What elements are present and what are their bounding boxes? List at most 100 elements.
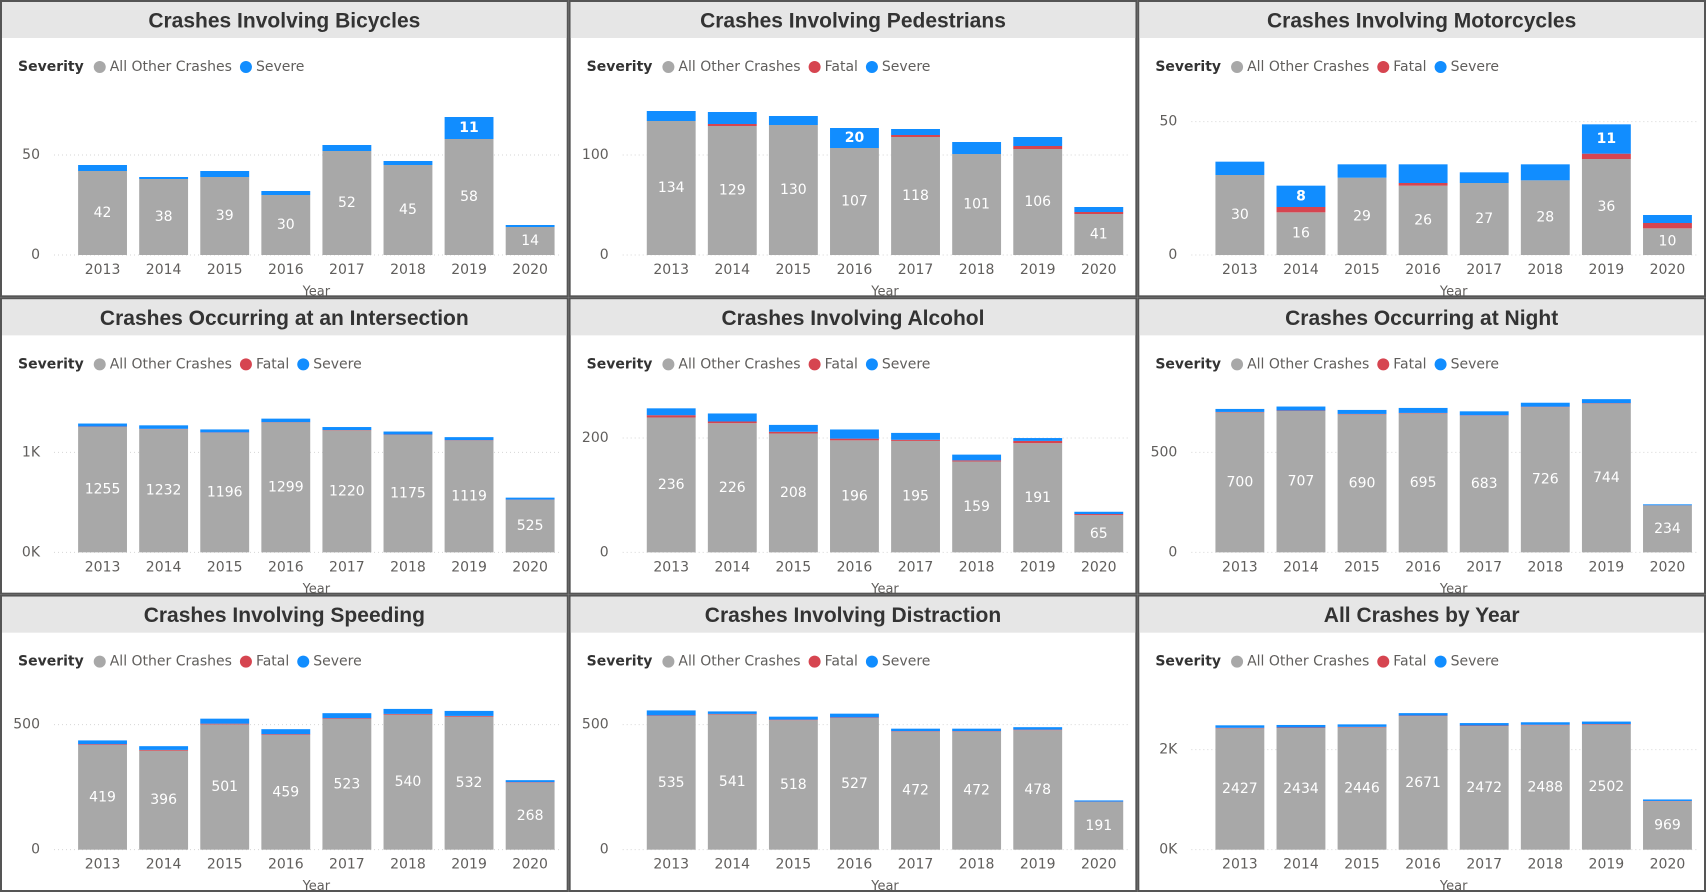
data-label: 969 xyxy=(1654,817,1681,833)
bar-segment xyxy=(383,161,433,165)
legend-swatch xyxy=(1231,655,1244,668)
y-tick-label: 500 xyxy=(1151,444,1178,460)
legend-title: Severity xyxy=(18,356,84,372)
bar-segment xyxy=(383,434,433,553)
bar-segment xyxy=(78,171,127,255)
legend-swatch xyxy=(239,61,252,73)
y-tick-label: 500 xyxy=(13,717,40,733)
y-tick-label: 0K xyxy=(22,544,41,560)
bar-segment xyxy=(1074,515,1124,553)
legend-label: Fatal xyxy=(1393,654,1426,670)
bar-segment xyxy=(1013,146,1063,149)
title-band xyxy=(1139,2,1704,38)
x-tick-label: 2013 xyxy=(85,857,121,873)
bar-segment xyxy=(444,716,494,850)
bar-segment xyxy=(78,744,127,850)
bar-segment xyxy=(1013,729,1063,731)
bar-segment xyxy=(444,437,494,441)
bar-segment xyxy=(646,121,696,255)
x-tick-label: 2017 xyxy=(1466,262,1502,278)
legend-swatch xyxy=(1434,655,1447,668)
legend-label: Severe xyxy=(313,356,361,372)
panel: Crashes Involving Bicycles Severity All Ot… xyxy=(0,0,569,300)
bar-segment xyxy=(505,225,555,227)
x-tick-label: 2016 xyxy=(1405,262,1441,278)
bar-segment xyxy=(1398,716,1448,850)
y-tick-label: 50 xyxy=(22,147,40,163)
bar-segment xyxy=(1074,214,1124,255)
bar-segment xyxy=(1643,504,1692,506)
bar-segment xyxy=(1459,723,1509,726)
data-label: 532 xyxy=(456,775,483,791)
legend-title: Severity xyxy=(587,356,653,372)
bar-segment xyxy=(1215,725,1265,728)
bar-segment xyxy=(1581,724,1631,725)
bar-segment xyxy=(1398,713,1448,716)
x-tick-label: 2015 xyxy=(207,857,243,873)
bar-segment xyxy=(444,117,494,139)
data-label: 118 xyxy=(902,188,929,204)
data-label: 159 xyxy=(963,499,990,515)
x-axis-title: Year xyxy=(1439,582,1468,597)
bar-segment xyxy=(139,179,189,255)
data-label: 106 xyxy=(1024,194,1051,210)
y-tick-label: 0K xyxy=(1159,842,1178,858)
data-label: 540 xyxy=(395,774,422,790)
bar-segment xyxy=(139,425,189,429)
legend-swatch xyxy=(662,61,675,73)
data-label: 65 xyxy=(1090,526,1108,542)
bar-segment xyxy=(707,112,757,124)
bar-segment xyxy=(707,713,757,715)
legend-swatch xyxy=(239,358,252,371)
x-axis-title: Year xyxy=(870,285,899,300)
x-tick-label: 2015 xyxy=(1344,262,1380,278)
x-tick-label: 2014 xyxy=(714,262,750,278)
bar-segment xyxy=(1276,212,1326,255)
bar-segment xyxy=(1398,183,1448,186)
bar-segment xyxy=(322,430,372,553)
bar-segment xyxy=(1215,412,1265,553)
legend-label: Severe xyxy=(1451,654,1499,670)
bar-segment xyxy=(952,460,1002,462)
x-tick-label: 2018 xyxy=(390,857,426,873)
bar-segment xyxy=(891,432,940,440)
bar-segment xyxy=(1643,505,1692,553)
bar-segment xyxy=(830,128,879,148)
bar-segment xyxy=(1398,413,1448,553)
data-label: 690 xyxy=(1349,475,1376,491)
y-tick-label: 0 xyxy=(600,247,609,263)
legend-title: Severity xyxy=(18,654,84,670)
x-tick-label: 2018 xyxy=(1527,262,1563,278)
bar-segment xyxy=(891,137,940,255)
bar-segment xyxy=(1337,726,1387,728)
data-label: 191 xyxy=(1024,490,1051,506)
x-tick-label: 2020 xyxy=(1650,857,1686,873)
x-tick-label: 2020 xyxy=(1650,262,1686,278)
bar-segment xyxy=(1581,399,1631,404)
legend-label: All Other Crashes xyxy=(110,654,232,670)
bar-segment xyxy=(444,710,494,716)
y-tick-label: 0 xyxy=(1168,544,1177,560)
title-band xyxy=(570,2,1136,38)
bar-segment xyxy=(1459,415,1509,553)
bar-segment xyxy=(1581,724,1631,850)
bar-segment xyxy=(768,125,818,255)
bar-segment xyxy=(1013,443,1063,553)
x-tick-label: 2020 xyxy=(512,559,548,575)
legend-label: Severe xyxy=(313,654,361,670)
bar-segment xyxy=(1276,724,1326,728)
bar-segment xyxy=(1459,183,1509,255)
x-tick-label: 2015 xyxy=(776,559,812,575)
x-tick-label: 2016 xyxy=(837,262,873,278)
x-tick-label: 2019 xyxy=(1589,857,1625,873)
data-label: 700 xyxy=(1227,474,1254,490)
bar-segment xyxy=(383,708,433,714)
bar-segment xyxy=(1074,212,1124,214)
bar-segment xyxy=(200,718,250,724)
x-tick-label: 2015 xyxy=(1344,559,1380,575)
bar-segment xyxy=(1520,407,1570,553)
x-tick-label: 2019 xyxy=(1020,262,1056,278)
legend-swatch xyxy=(1377,358,1390,371)
legend-swatch xyxy=(662,358,675,371)
x-tick-label: 2019 xyxy=(1589,559,1625,575)
